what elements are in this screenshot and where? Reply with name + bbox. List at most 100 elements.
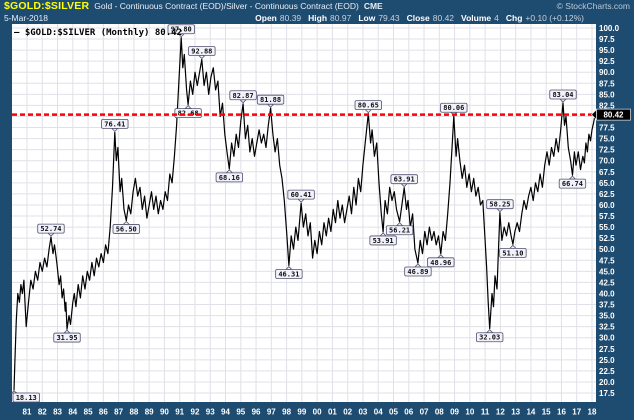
x-axis-tick: 95 [236,408,245,417]
y-axis-tick: 70.0 [599,157,615,166]
ohlc-quote: Open 80.39 High 80.97 Low 79.43 Close 80.42 … [255,12,630,24]
x-axis-tick: 83 [53,408,62,417]
chip-value: 80.42 [603,111,624,120]
quote-low: Low 79.43 [358,12,399,24]
price-callout: 46.89 [404,263,432,277]
price-callout: 81.88 [256,94,285,108]
x-axis-tick: 12 [496,408,505,417]
x-axis-tick: 89 [145,408,154,417]
x-axis-tick: 10 [465,408,474,417]
chart-header: $GOLD:$SILVER Gold - Continuous Contract… [0,0,634,24]
y-axis-tick: 45.0 [599,267,615,276]
y-axis: 100.0 97.5 95.0 92.5 90.0 87.5 85.0 82.5 77.5 75.… [599,24,620,398]
y-axis-tick: 82.5 [599,101,615,110]
x-axis-tick: 15 [542,408,551,417]
x-axis-tick: 85 [84,408,93,417]
callout-box [476,332,504,343]
header-title-row: $GOLD:$SILVER Gold - Continuous Contract… [0,0,634,12]
y-axis-tick: 77.5 [599,124,615,133]
x-axis-tick: 97 [267,408,276,417]
callout-value: 82.87 [233,92,254,100]
price-callout: 53.91 [369,232,397,246]
price-callout: 52.74 [37,223,65,237]
legend-swatch: — [14,28,20,38]
ratio-line [13,37,596,391]
price-callout: 97.80 [167,24,195,38]
x-axis-tick: 07 [420,408,429,417]
callout-value: 52.74 [40,225,61,233]
header-quote-row: 5-Mar-2018 Open 80.39 High 80.97 Low 79.43 … [0,12,634,24]
chip-box [596,108,631,121]
y-axis-tick: 75.0 [599,135,615,144]
callout-value: 46.89 [407,268,428,276]
quote-change: Chg +0.10 (+0.12%) [506,12,584,24]
x-axis-tick: 08 [435,408,444,417]
x-axis-tick: 00 [313,408,322,417]
x-axis-tick: 04 [374,408,383,417]
callout-value: 68.16 [219,174,240,182]
callout-value: 58.25 [489,201,510,209]
quote-high-label: High [308,13,328,23]
callout-box [188,46,216,56]
x-axis-tick: 93 [206,408,215,417]
callout-box [549,89,577,100]
price-callout: 56.21 [385,222,414,236]
plot-area [12,24,596,402]
callout-box [404,266,432,277]
price-callout: 83.04 [549,89,577,103]
callout-value: 18.13 [16,394,37,402]
x-axis-tick: 13 [511,408,520,417]
price-callout: 48.96 [427,254,455,268]
x-axis-tick: 87 [114,408,123,417]
price-chart-canvas: 18.1352.7431.9576.4156.5097.8082.6892.88… [0,24,634,420]
legend-value: 80.42 [155,28,182,38]
quote-close-value: 80.42 [432,13,455,23]
price-callout: 63.91 [390,174,418,188]
x-axis-tick: 09 [450,408,459,417]
gridlines [12,24,596,402]
x-axis-tick: 90 [160,408,169,417]
quote-change-label: Chg [505,13,523,23]
y-axis-tick: 85.0 [599,90,615,99]
callout-value: 66.74 [562,180,583,188]
callout-box [385,225,414,236]
x-axis-tick: 11 [481,408,490,417]
y-axis-tick: 92.5 [599,57,615,66]
price-callout: 51.10 [499,244,527,258]
y-axis-tick: 22.5 [599,367,615,376]
callout-value: 51.10 [502,249,523,257]
quote-high: High 80.97 [308,12,351,24]
callout-box [499,247,527,258]
y-axis-tick: 30.0 [599,334,615,343]
callout-box [256,94,285,105]
y-axis-tick: 72.5 [599,146,615,155]
callout-box [287,189,315,200]
y-axis-tick: 37.5 [599,301,615,310]
y-axis-tick: 50.0 [599,245,615,254]
quote-volume-label: Volume [461,13,492,23]
x-axis-tick: 88 [129,408,138,417]
callout-box [215,172,243,183]
quote-change-value: +0.10 (+0.12%) [525,13,584,23]
x-axis-tick: 94 [221,408,230,417]
callout-value: 53.91 [373,237,394,245]
y-axis-tick: 95.0 [599,46,615,55]
callout-box [390,174,418,185]
y-axis-tick: 20.0 [599,378,615,387]
callout-box [427,257,455,268]
y-axis-tick: 57.5 [599,212,615,221]
legend-label: $GOLD:$SILVER (Monthly) [19,28,154,38]
callout-value: 97.80 [171,26,192,34]
x-axis-tick: 05 [389,408,398,417]
x-axis-tick: 84 [68,408,77,417]
callout-box [101,118,129,129]
price-callout: 68.16 [215,169,243,183]
y-axis-tick: 65.0 [599,179,615,188]
x-axis-tick: 98 [282,408,291,417]
callout-box [37,223,65,234]
y-axis-tick: 55.0 [599,223,615,232]
callout-value: 32.03 [479,334,500,342]
callout-value: 81.88 [260,96,281,104]
callout-value: 63.91 [394,176,415,184]
